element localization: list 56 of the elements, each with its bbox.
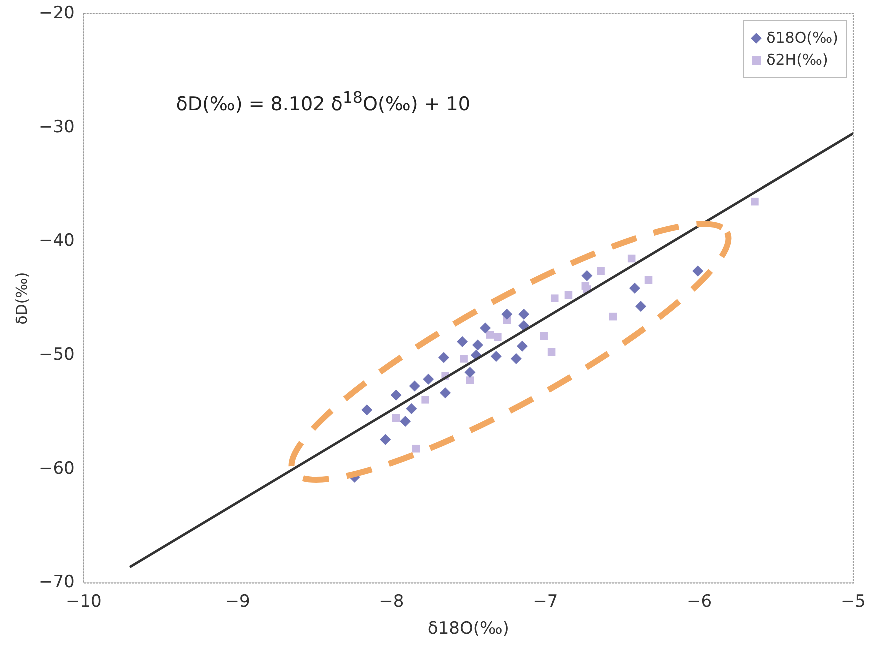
point	[628, 254, 636, 263]
point	[423, 374, 434, 385]
point	[597, 267, 605, 276]
point	[380, 434, 392, 446]
x-tick-label: −6	[687, 592, 712, 612]
point	[582, 270, 593, 282]
point	[548, 348, 556, 356]
point	[438, 352, 450, 364]
point	[472, 340, 484, 351]
point	[490, 351, 502, 362]
x-tick-label: −8	[379, 592, 404, 612]
point	[412, 444, 420, 453]
point	[692, 266, 704, 277]
point	[510, 353, 522, 364]
point	[392, 414, 400, 422]
y-tick-label: −60	[38, 458, 75, 479]
point	[460, 355, 468, 363]
point	[466, 376, 474, 384]
point	[502, 309, 513, 320]
point	[440, 388, 452, 399]
point	[422, 396, 430, 404]
point	[362, 404, 373, 416]
point	[751, 198, 759, 206]
point	[406, 404, 418, 415]
point	[636, 301, 647, 312]
y-tick-label: −30	[38, 117, 75, 138]
y-axis-title: δD(‰)	[12, 272, 31, 325]
point	[480, 322, 492, 334]
point	[400, 416, 412, 428]
point	[409, 380, 420, 392]
y-tick-label: −20	[38, 3, 75, 24]
point	[518, 309, 530, 320]
x-axis-title: δ18O(‰)	[428, 619, 510, 640]
point	[494, 333, 502, 342]
point	[457, 336, 468, 348]
point	[550, 294, 559, 302]
point	[517, 340, 528, 352]
point	[540, 332, 548, 340]
y-tick-label: −50	[38, 344, 75, 365]
x-tick-label: −7	[533, 592, 558, 612]
point	[564, 291, 573, 300]
point	[464, 367, 476, 378]
x-tick-label: −5	[840, 592, 866, 612]
y-tick-label: −70	[38, 572, 75, 593]
legend-label: δ2H(‰)	[766, 51, 828, 69]
point	[629, 282, 640, 294]
point	[486, 331, 494, 339]
point	[390, 390, 402, 401]
y-tick-label: −40	[38, 231, 75, 252]
x-tick-label: −10	[66, 592, 102, 612]
annotation: δD(‰) = 8.102 δ$^{18}$O(‰) + 10	[176, 88, 470, 116]
legend-label: δ18O(‰)	[766, 29, 838, 47]
point	[518, 320, 530, 332]
point	[644, 276, 653, 284]
x-tick-label: −9	[225, 592, 250, 612]
point	[609, 312, 618, 321]
